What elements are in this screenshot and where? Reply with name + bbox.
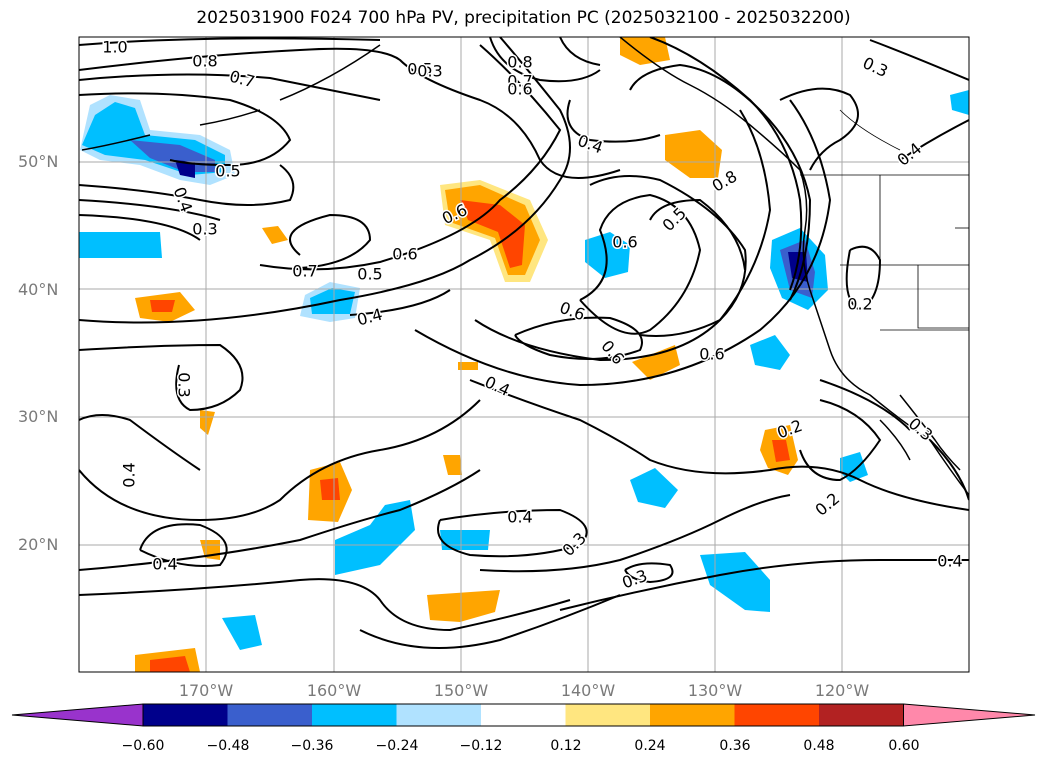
contour-label: 0.2 xyxy=(812,489,844,520)
contour-label: 0.3 xyxy=(175,372,194,397)
contour-label: 0.5 xyxy=(407,60,432,79)
lon-label-130w: 130°W xyxy=(687,681,743,700)
contour-labels: 1.00.80.7 0.5 0.80.70.60.30.40.50.60.40.80… xyxy=(101,36,964,594)
colorbar xyxy=(11,703,1036,727)
contour-label: 0.5 xyxy=(215,162,240,181)
coastlines xyxy=(81,37,969,496)
contour-label: 0.3 xyxy=(559,529,590,560)
contour-label: 0.4 xyxy=(120,462,139,487)
colorbar-segment xyxy=(396,704,481,726)
contour-label: 0.4 xyxy=(937,552,962,571)
contour-label: 0.2 xyxy=(847,295,872,314)
colorbar-segment xyxy=(143,704,228,726)
colorbar-tick-label: −0.60 xyxy=(121,738,165,754)
contour-label: 0.3 xyxy=(192,220,217,239)
contour-label: 0.4 xyxy=(355,305,385,330)
lon-label-170w: 170°W xyxy=(178,681,234,700)
lat-label-40n: 40°N xyxy=(18,280,59,299)
lon-label-150w: 150°W xyxy=(433,681,489,700)
contour-label: 0.8 xyxy=(507,53,532,72)
colorbar-segment xyxy=(481,704,566,726)
colorbar-extend-min xyxy=(11,703,144,727)
contour-label: 0.4 xyxy=(575,131,605,158)
colorbar-segment xyxy=(312,704,397,726)
map-title: 2025031900 F024 700 hPa PV, precipitatio… xyxy=(196,8,851,28)
lat-label-20n: 20°N xyxy=(18,535,59,554)
contour-label: 0.6 xyxy=(612,233,637,252)
colorbar-tick-label: 0.60 xyxy=(888,738,920,754)
contour-label: 0.4 xyxy=(482,372,513,400)
lon-label-160w: 160°W xyxy=(306,681,362,700)
contour-label: 0.3 xyxy=(905,414,937,445)
colorbar-segment xyxy=(650,704,735,726)
colorbar-segment xyxy=(565,704,650,726)
colorbar-tick-label: −0.12 xyxy=(459,738,503,754)
contour-label: 0.2 xyxy=(774,416,804,443)
contour-label: 0.4 xyxy=(507,508,532,527)
lat-label-50n: 50°N xyxy=(18,152,59,171)
lat-label-30n: 30°N xyxy=(18,407,59,426)
contour-label: 0.4 xyxy=(152,555,177,574)
colorbar-segment xyxy=(734,704,819,726)
contour-label: 0.5 xyxy=(659,204,690,235)
contour-label: 0.6 xyxy=(597,337,628,369)
plot-frame xyxy=(78,36,970,673)
contour-label: 0.3 xyxy=(417,62,442,81)
pv-contours xyxy=(79,37,969,649)
colorbar-segment xyxy=(227,704,312,726)
colorbar-extend-max xyxy=(903,703,1036,727)
colorbar-tick-label: −0.36 xyxy=(290,738,334,754)
contour-label: 0.6 xyxy=(507,80,532,99)
contour-label: 0.3 xyxy=(860,53,891,81)
contour-label: 0.5 xyxy=(357,265,382,284)
colorbar-tick-label: 0.48 xyxy=(803,738,835,754)
political-borders xyxy=(800,109,969,331)
colorbar-segment xyxy=(819,704,904,726)
contour-label: 0.6 xyxy=(699,345,724,364)
colorbar-frame xyxy=(142,703,904,727)
colorbar-tick-label: 0.36 xyxy=(719,738,751,754)
contour-label: 1.0 xyxy=(102,38,127,57)
contour-label: 0.8 xyxy=(192,52,217,71)
contour-label: 0.7 xyxy=(228,67,258,92)
contour-label: 0.7 xyxy=(292,262,317,281)
contour-label: 0.6 xyxy=(392,245,417,264)
colorbar-tick-label: 0.24 xyxy=(634,738,666,754)
map-layers xyxy=(79,37,969,672)
colorbar-tick-label: −0.48 xyxy=(206,738,250,754)
lon-label-140w: 140°W xyxy=(560,681,616,700)
lon-label-120w: 120°W xyxy=(814,681,870,700)
contour-label: 0.7 xyxy=(507,72,532,91)
contour-label: 0.4 xyxy=(894,139,926,170)
colorbar-tick-label: 0.12 xyxy=(550,738,582,754)
contour-label: 0.3 xyxy=(619,566,649,593)
colorbar-tick-label: −0.24 xyxy=(375,738,419,754)
precip-positive-shading xyxy=(135,37,798,672)
